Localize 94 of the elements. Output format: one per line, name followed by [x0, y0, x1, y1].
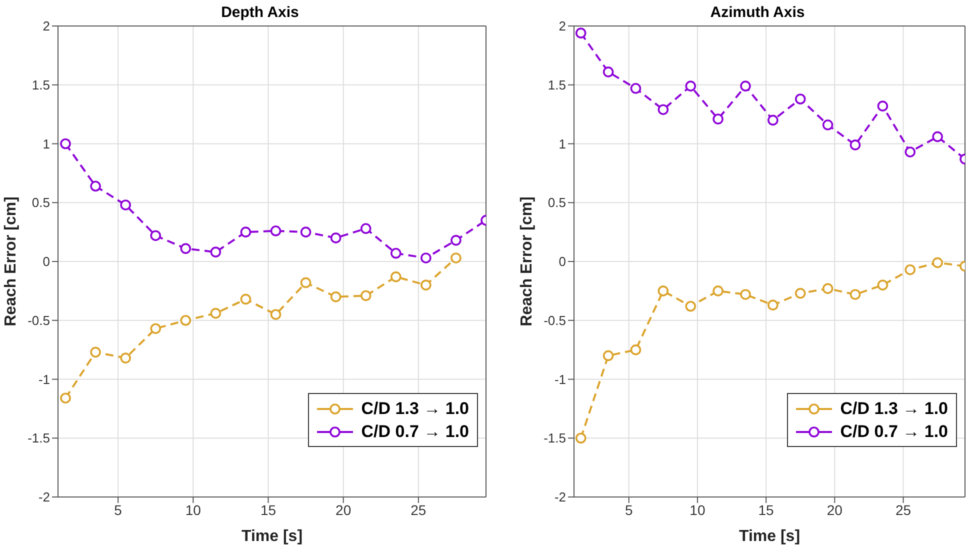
point: [712, 286, 724, 296]
point: [120, 200, 131, 210]
point: [712, 114, 724, 124]
point: [420, 280, 432, 290]
legend-label: C/D 1.3 → 1.0: [361, 398, 469, 420]
y-tick-label: 1: [558, 136, 566, 152]
point: [330, 232, 342, 244]
x-tick-label: 5: [624, 502, 633, 518]
point: [60, 138, 71, 150]
point: [685, 80, 696, 92]
point: [90, 346, 101, 358]
point: [575, 432, 586, 444]
point: [150, 323, 162, 334]
y-tick-label: -1: [554, 372, 566, 387]
y-tick-label: 0.5: [32, 195, 50, 210]
point: [794, 94, 806, 104]
x-tick-label: 15: [758, 502, 774, 518]
point: [270, 225, 282, 236]
point: [240, 294, 252, 305]
point: [60, 392, 71, 404]
x-tick-label: 15: [260, 502, 276, 518]
point: [904, 264, 916, 276]
y-tick-label: 0: [558, 254, 566, 270]
point: [180, 243, 192, 254]
y-tick-label: -1: [38, 372, 50, 387]
point: [360, 223, 372, 234]
y-tick-label: 0.5: [548, 195, 566, 210]
y-axis-title: Reach Error [cm]: [518, 196, 536, 326]
point: [658, 286, 669, 296]
y-axis-title: Reach Error [cm]: [2, 196, 20, 326]
point: [768, 300, 778, 310]
point: [210, 246, 222, 258]
x-axis-title: Time [s]: [738, 528, 800, 545]
y-tick-label: 1: [42, 136, 50, 152]
point: [850, 140, 861, 150]
point: [685, 300, 696, 312]
point: [300, 277, 312, 288]
point: [210, 308, 222, 319]
chart-title: Azimuth Axis: [710, 4, 805, 21]
x-tick-label: 25: [895, 502, 912, 518]
y-tick-label: -0.5: [544, 312, 566, 328]
y-tick-label: -1.5: [28, 430, 50, 446]
point: [390, 248, 402, 259]
legend-label: C/D 0.7 → 1.0: [840, 421, 948, 443]
legend-label: C/D 0.7 → 1.0: [361, 421, 469, 443]
x-tick-label: 10: [690, 502, 706, 518]
point: [794, 288, 806, 299]
point: [360, 290, 372, 302]
y-tick-label: -2: [38, 490, 50, 505]
point: [450, 252, 462, 264]
point: [740, 80, 751, 92]
point: [120, 352, 131, 364]
x-tick-label: 25: [410, 502, 426, 518]
point: [330, 291, 342, 302]
point: [822, 120, 834, 130]
point: [630, 83, 642, 94]
point: [450, 234, 462, 246]
point: [877, 100, 888, 112]
point: [575, 28, 586, 38]
x-tick-label: 20: [826, 502, 843, 518]
point: [630, 344, 642, 356]
y-tick-label: 1.5: [548, 77, 566, 92]
chart-title: Depth Axis: [221, 4, 299, 21]
point: [740, 289, 751, 300]
y-tick-label: -0.5: [28, 312, 50, 328]
y-tick-label: 2: [558, 18, 566, 34]
y-tick-label: 2: [42, 18, 50, 34]
point: [150, 230, 162, 241]
point: [390, 271, 402, 282]
point: [602, 66, 614, 78]
point: [300, 226, 312, 238]
point: [877, 280, 888, 290]
point: [932, 257, 943, 268]
point: [420, 252, 432, 264]
legend-label: C/D 1.3 → 1.0: [840, 398, 948, 420]
point: [90, 180, 101, 192]
y-tick-label: 0: [42, 254, 50, 270]
point: [932, 131, 943, 142]
point: [904, 146, 916, 158]
x-tick-label: 5: [114, 502, 122, 518]
point: [602, 350, 614, 362]
point: [850, 289, 861, 300]
x-tick-label: 10: [185, 502, 202, 518]
y-tick-label: -1.5: [544, 430, 566, 446]
y-tick-label: -2: [554, 490, 566, 505]
point: [240, 226, 252, 238]
point: [180, 314, 192, 326]
point: [822, 283, 834, 294]
point: [658, 104, 669, 116]
point: [768, 114, 778, 126]
y-tick-label: 1.5: [32, 77, 50, 92]
x-tick-label: 20: [336, 502, 352, 518]
point: [270, 309, 282, 320]
x-axis-title: Time [s]: [241, 528, 303, 545]
